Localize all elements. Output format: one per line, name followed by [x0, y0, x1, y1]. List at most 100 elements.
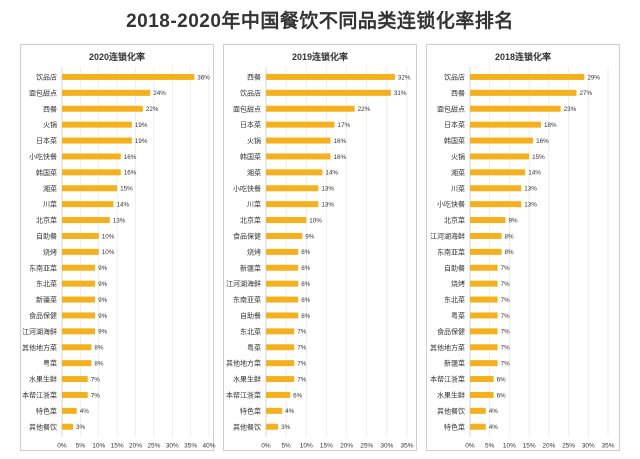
data-label: 3%: [76, 424, 86, 431]
data-label: 14%: [116, 201, 129, 208]
bar: [62, 89, 151, 96]
category-label: 东北菜: [240, 327, 261, 336]
category-label: 火锅: [43, 120, 57, 129]
data-label: 7%: [501, 345, 511, 352]
bar: [266, 217, 307, 224]
data-label: 6%: [293, 392, 303, 399]
bar: [266, 344, 295, 351]
x-tick-label: 10%: [503, 443, 516, 450]
category-label: 特色菜: [240, 406, 261, 415]
bar: [62, 248, 99, 255]
x-tick-label: 0%: [465, 443, 475, 450]
bar: [470, 121, 541, 128]
chart-panel-2019: 2019连锁化率 0% 5% 10% 15% 20% 25% 30% 35% 西餐 32% 饮品店 3…: [223, 44, 417, 451]
x-tick-label: 0%: [57, 443, 67, 450]
data-label: 10%: [102, 233, 115, 240]
category-label: 烧烤: [43, 247, 57, 256]
category-label: 东北菜: [444, 295, 465, 304]
category-label: 饮品店: [444, 72, 465, 81]
category-label: 小吃快餐: [29, 152, 57, 161]
category-label: 东南亚菜: [29, 263, 57, 272]
bar: [266, 391, 291, 398]
category-label: 本帮江浙菜: [226, 390, 261, 399]
bar: [62, 217, 110, 224]
category-label: 江河湖海鲜: [22, 327, 57, 336]
bar: [62, 153, 121, 160]
data-label: 7%: [297, 360, 307, 367]
category-label: 新疆菜: [36, 295, 57, 304]
category-label: 小吃快餐: [233, 184, 261, 193]
category-label: 面包甜点: [233, 104, 261, 113]
bar: [470, 89, 577, 96]
bar: [470, 232, 502, 239]
category-label: 日本菜: [444, 120, 465, 129]
bar: [470, 169, 526, 176]
x-tick-label: 35%: [601, 443, 614, 450]
bar: [266, 248, 299, 255]
category-label: 粤菜: [43, 359, 57, 368]
bar-chart-2018: 0% 5% 10% 15% 20% 25% 30% 35% 饮品店 29% 西餐 27% 面包甜点 23%…: [430, 67, 615, 450]
category-label: 东北菜: [36, 279, 57, 288]
data-label: 9%: [98, 313, 108, 320]
bar: [470, 360, 498, 367]
data-label: 9%: [98, 281, 108, 288]
data-label: 15%: [120, 186, 133, 193]
data-label: 7%: [297, 345, 307, 352]
data-label: 7%: [501, 297, 511, 304]
x-tick-label: 10%: [92, 443, 105, 450]
chart-panel-2020: 2020连锁化率 0% 5% 10% 15% 20% 25% 30% 35% 40% 饮品店 36%…: [20, 44, 216, 451]
bar: [266, 423, 279, 430]
bar: [62, 105, 143, 112]
category-label: 川菜: [451, 184, 465, 193]
category-label: 火锅: [451, 152, 465, 161]
bar: [62, 391, 88, 398]
data-label: 13%: [321, 201, 334, 208]
category-label: 面包甜点: [437, 104, 465, 113]
data-label: 16%: [124, 170, 137, 177]
data-label: 19%: [135, 122, 148, 129]
bar: [266, 169, 323, 176]
data-label: 3%: [281, 424, 291, 431]
data-label: 4%: [285, 408, 295, 415]
bar: [266, 407, 283, 414]
x-tick-label: 5%: [76, 443, 86, 450]
data-label: 22%: [146, 106, 159, 113]
data-label: 7%: [501, 281, 511, 288]
bar: [470, 217, 506, 224]
category-label: 其他地方菜: [226, 359, 261, 368]
data-label: 8%: [301, 297, 311, 304]
category-label: 湘菜: [247, 168, 261, 177]
data-label: 8%: [301, 265, 311, 272]
x-tick-label: 25%: [147, 443, 160, 450]
category-label: 韩国菜: [240, 152, 261, 161]
bar: [266, 105, 355, 112]
bar: [266, 264, 299, 271]
x-tick-label: 5%: [485, 443, 495, 450]
bar: [266, 73, 395, 80]
category-label: 特色菜: [444, 422, 465, 431]
bar: [266, 201, 319, 208]
data-label: 7%: [501, 329, 511, 336]
category-label: 烧烤: [247, 247, 261, 256]
data-label: 36%: [197, 74, 210, 81]
category-label: 湘菜: [451, 168, 465, 177]
bar: [266, 153, 331, 160]
category-label: 江河湖海鲜: [430, 231, 465, 240]
data-label: 7%: [91, 376, 101, 383]
bar: [470, 137, 534, 144]
data-label: 8%: [505, 249, 515, 256]
data-label: 24%: [153, 90, 166, 97]
data-label: 13%: [524, 201, 537, 208]
category-label: 水果生鲜: [29, 375, 57, 384]
page-title: 2018-2020年中国餐饮不同品类连锁化率排名: [126, 11, 514, 32]
data-label: 22%: [358, 106, 371, 113]
category-label: 北京菜: [444, 216, 465, 225]
category-label: 其他地方菜: [430, 343, 465, 352]
bar: [470, 296, 498, 303]
x-tick-label: 30%: [582, 443, 595, 450]
data-label: 8%: [94, 345, 104, 352]
x-tick-label: 25%: [562, 443, 575, 450]
bar-chart-2019: 0% 5% 10% 15% 20% 25% 30% 35% 西餐 32% 饮品店 31% 面包甜点 22%…: [226, 67, 414, 450]
data-label: 8%: [94, 360, 104, 367]
bar: [62, 407, 77, 414]
